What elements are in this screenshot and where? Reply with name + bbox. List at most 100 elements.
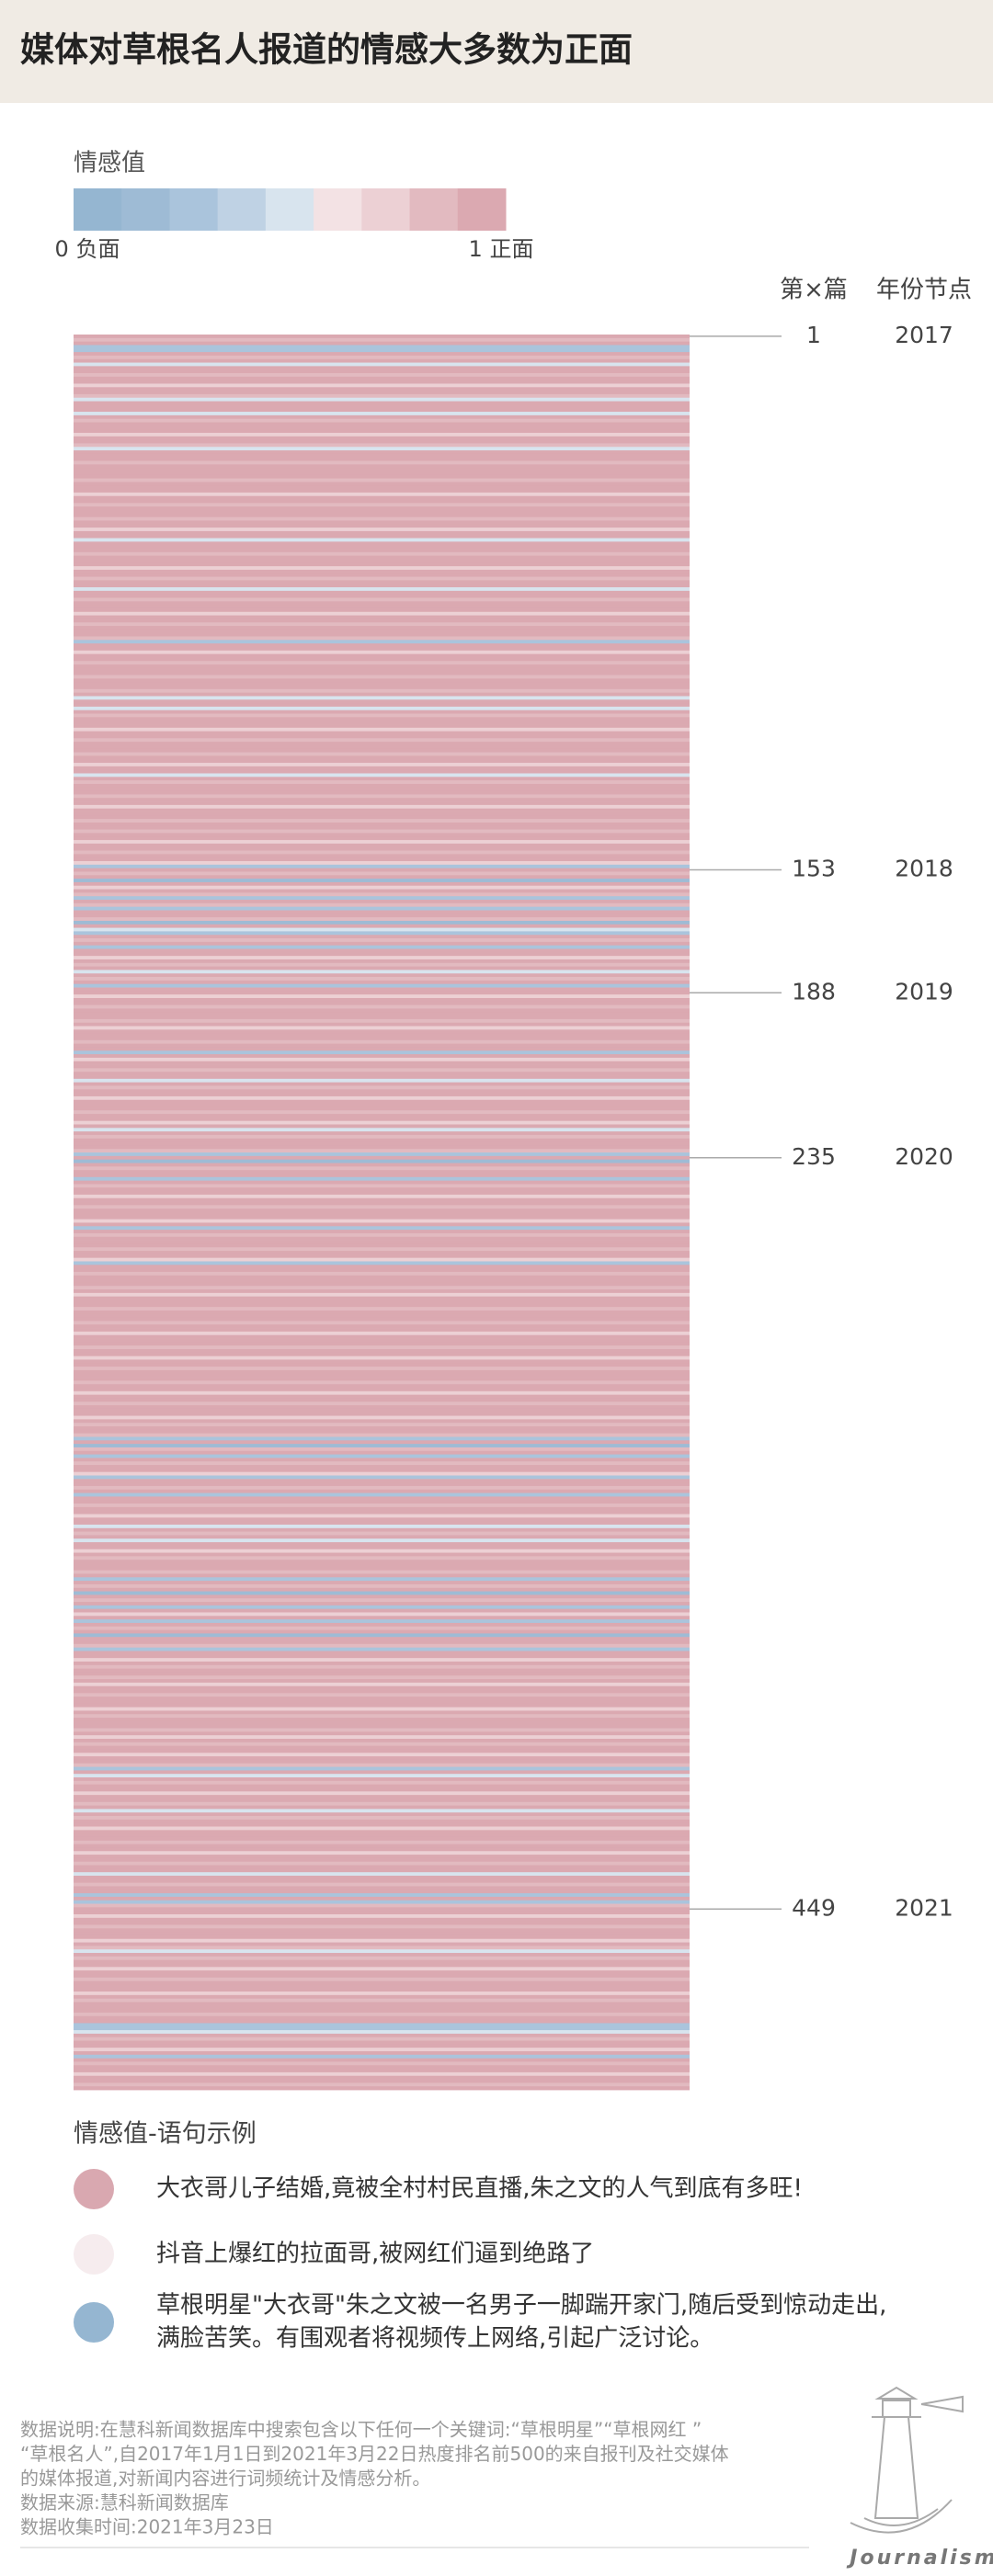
stripe bbox=[74, 1454, 690, 1458]
stripe bbox=[74, 1061, 690, 1065]
stripe bbox=[74, 594, 690, 598]
stripe bbox=[74, 457, 690, 461]
stripe bbox=[74, 1324, 690, 1329]
stripe bbox=[74, 1001, 690, 1006]
stripe bbox=[74, 822, 690, 827]
stripe bbox=[74, 1622, 690, 1628]
stripe bbox=[74, 1938, 690, 1943]
stripe bbox=[74, 1415, 690, 1420]
stripe bbox=[74, 1016, 690, 1020]
stripe bbox=[74, 709, 690, 714]
stripe bbox=[74, 1942, 690, 1946]
example-text: 草根明星"大衣哥"朱之文被一名男子一脚踹开家门,随后受到惊动走出, bbox=[156, 2292, 886, 2320]
stripe bbox=[74, 366, 690, 370]
stripe bbox=[74, 1447, 690, 1452]
stripe bbox=[74, 566, 690, 571]
stripe bbox=[74, 653, 690, 658]
stripe bbox=[74, 755, 690, 760]
stripe bbox=[74, 1159, 690, 1163]
stripe bbox=[74, 843, 690, 848]
stripe bbox=[74, 1197, 690, 1202]
stripe bbox=[74, 530, 690, 536]
stripe bbox=[74, 510, 690, 515]
stripe bbox=[74, 2040, 690, 2045]
stripe bbox=[74, 777, 690, 781]
stripe bbox=[74, 2065, 690, 2070]
stripe bbox=[74, 1219, 690, 1223]
stripe bbox=[74, 1468, 690, 1473]
stripe bbox=[74, 1492, 690, 1497]
stripe bbox=[74, 1429, 690, 1435]
stripe bbox=[74, 900, 690, 904]
stripe bbox=[74, 997, 690, 1003]
stripe bbox=[74, 528, 690, 532]
stripe bbox=[74, 1496, 690, 1501]
stripe bbox=[74, 1078, 690, 1084]
stripe bbox=[74, 1591, 690, 1595]
example-dot bbox=[74, 2169, 114, 2209]
stripe bbox=[74, 1236, 690, 1241]
stripe bbox=[74, 1602, 690, 1606]
stripe bbox=[74, 879, 690, 883]
stripe bbox=[74, 713, 690, 718]
stripe bbox=[74, 2069, 690, 2073]
stripe bbox=[74, 1756, 690, 1761]
stripe bbox=[74, 959, 690, 964]
stripe bbox=[74, 1268, 690, 1273]
stripe bbox=[74, 443, 690, 448]
stripe bbox=[74, 688, 690, 694]
stripe bbox=[74, 1212, 690, 1217]
footer-note: “草根名人”,自2017年1月1日到2021年3月22日热度排名前500的来自报… bbox=[20, 2443, 729, 2465]
stripe bbox=[74, 1921, 690, 1925]
stripe bbox=[74, 1932, 690, 1936]
stripe bbox=[74, 1307, 690, 1311]
stripe bbox=[74, 1816, 690, 1821]
stripe bbox=[74, 1120, 690, 1125]
stripe bbox=[74, 1271, 690, 1277]
stripe bbox=[74, 1560, 690, 1564]
stripe bbox=[74, 1124, 690, 1129]
stripe bbox=[74, 1504, 690, 1508]
stripe bbox=[74, 2048, 690, 2052]
stripe bbox=[74, 1093, 690, 1097]
stripe bbox=[74, 857, 690, 862]
stripe bbox=[74, 1471, 690, 1476]
stripe bbox=[74, 1735, 690, 1740]
stripe bbox=[74, 2015, 690, 2020]
stripe bbox=[74, 1640, 690, 1645]
stripe bbox=[74, 335, 690, 339]
legend-tick-label: 1 正面 bbox=[469, 236, 534, 262]
stripe bbox=[74, 1166, 690, 1171]
stripe bbox=[74, 977, 690, 982]
stripe bbox=[74, 1710, 690, 1715]
stripe bbox=[74, 1282, 690, 1287]
stripe bbox=[74, 1018, 690, 1024]
stripe bbox=[74, 1401, 690, 1406]
stripe bbox=[74, 1328, 690, 1333]
stripe bbox=[74, 380, 690, 384]
stripe bbox=[74, 485, 690, 490]
stripe bbox=[74, 2012, 690, 2017]
stripe bbox=[74, 661, 690, 665]
stripe bbox=[74, 780, 690, 785]
stripe bbox=[74, 1626, 690, 1630]
stripe bbox=[74, 1265, 690, 1269]
stripe bbox=[74, 987, 690, 992]
stripe bbox=[74, 1988, 690, 1992]
stripe bbox=[74, 2058, 690, 2062]
stripe bbox=[74, 1500, 690, 1504]
stripe bbox=[74, 1390, 690, 1396]
marker-year: 2019 bbox=[895, 978, 953, 1004]
marker-article: 1 bbox=[806, 322, 821, 348]
stripe bbox=[74, 1278, 690, 1283]
stripe bbox=[74, 611, 690, 616]
stripe bbox=[74, 1450, 690, 1455]
stripe bbox=[74, 1408, 690, 1413]
stripe bbox=[74, 1205, 690, 1209]
stripe bbox=[74, 1103, 690, 1107]
stripe bbox=[74, 1433, 690, 1437]
stripe bbox=[74, 2009, 690, 2014]
stripe bbox=[74, 1152, 690, 1157]
stripe bbox=[74, 1594, 690, 1599]
stripe bbox=[74, 1299, 690, 1304]
